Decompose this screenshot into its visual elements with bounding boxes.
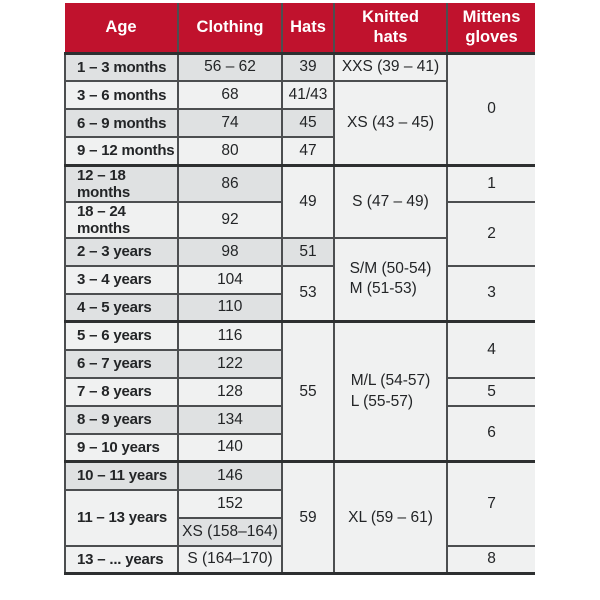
age-cell: 3 – 4 years bbox=[64, 264, 179, 295]
table-row: 3 – 6 months 68 41/43 XS (43 – 45) bbox=[64, 80, 535, 166]
table-row: 6 – 7 years 122 bbox=[64, 348, 535, 379]
header-row: Age Clothing Hats Knitted hats Mittens g… bbox=[65, 3, 535, 55]
table-row: 2 – 3 years 98 51 S/M (50-54) M (51-53) bbox=[64, 236, 535, 323]
clothing-cell: 92 bbox=[177, 200, 283, 239]
header-label: Hats bbox=[290, 18, 326, 37]
clothing-cell: 146 bbox=[177, 460, 283, 491]
hats-cell: 39 bbox=[281, 52, 335, 82]
mittens-gloves-cell: 2 bbox=[446, 200, 535, 267]
table-row: 18 – 24 months 92 2 bbox=[64, 200, 535, 267]
table-row: 9 – 10 years 140 bbox=[64, 432, 535, 463]
table-row: 13 – ... years S (164–170) 8 bbox=[64, 544, 535, 575]
knitted-size-stack: M/L (54-57) L (55-57) bbox=[351, 371, 431, 411]
mittens-gloves-cell: 5 bbox=[446, 376, 535, 407]
table-row: 4 – 5 years 110 bbox=[64, 292, 535, 323]
age-cell: 5 – 6 years bbox=[64, 320, 179, 351]
mittens-gloves-cell: 8 bbox=[446, 544, 535, 575]
header-clothing: Clothing bbox=[177, 3, 283, 55]
table-row: 11 – 13 years 152 bbox=[64, 488, 535, 547]
clothing-cell: 80 bbox=[177, 136, 283, 166]
knitted-size-line: L (55-57) bbox=[350, 392, 414, 410]
header-hats: Hats bbox=[281, 3, 335, 55]
age-cell: 8 – 9 years bbox=[64, 404, 179, 435]
clothing-cell: S (164–170) bbox=[177, 544, 283, 575]
hats-cell: 49 bbox=[281, 163, 335, 239]
clothing-cell: 122 bbox=[177, 348, 283, 379]
header-age: Age bbox=[65, 3, 179, 55]
header-mittens-gloves: Mittens gloves bbox=[446, 3, 535, 55]
table-row: XS (158–164) bbox=[65, 516, 535, 547]
age-cell: 7 – 8 years bbox=[64, 376, 179, 407]
knitted-size-line: S/M (50-54) bbox=[349, 260, 432, 278]
clothing-cell: 86 bbox=[177, 163, 283, 203]
clothing-cell: 56 – 62 bbox=[177, 52, 283, 82]
size-chart-table: Age Clothing Hats Knitted hats Mittens g… bbox=[64, 3, 535, 575]
knitted-hats-cell: XXS (39 – 41) bbox=[333, 52, 448, 82]
age-cell: 4 – 5 years bbox=[64, 292, 179, 323]
clothing-cell: XS (158–164) bbox=[177, 516, 283, 547]
knitted-hats-cell: S/M (50-54) M (51-53) bbox=[333, 236, 448, 323]
hats-cell: 45 bbox=[281, 108, 335, 138]
age-cell: 2 – 3 years bbox=[64, 236, 179, 267]
table-row: 5 – 6 years 116 55 M/L (54-57) L (55-57)… bbox=[64, 320, 535, 463]
clothing-cell: 152 bbox=[177, 488, 283, 519]
knitted-hats-cell: S (47 – 49) bbox=[333, 163, 448, 239]
table-row: 9 – 12 months 80 47 bbox=[64, 136, 535, 166]
knitted-hats-cell: XS (43 – 45) bbox=[333, 80, 448, 166]
age-cell: 6 – 7 years bbox=[64, 348, 179, 379]
header-label: Age bbox=[105, 18, 137, 37]
clothing-cell: 140 bbox=[177, 432, 283, 463]
hats-cell: 59 bbox=[281, 460, 335, 575]
mittens-gloves-cell: 4 bbox=[446, 320, 535, 379]
age-cell: 1 – 3 months bbox=[64, 52, 179, 82]
clothing-cell: 98 bbox=[177, 236, 283, 267]
hats-cell: 47 bbox=[281, 136, 335, 166]
knitted-hats-cell: M/L (54-57) L (55-57) bbox=[333, 320, 448, 463]
age-cell: 9 – 10 years bbox=[64, 432, 179, 463]
hats-cell: 53 bbox=[281, 264, 335, 323]
header-label: Clothing bbox=[196, 18, 264, 37]
table-row: 10 – 11 years 146 59 XL (59 – 61) 7 bbox=[64, 460, 535, 575]
table-row: 3 – 4 years 104 53 3 bbox=[64, 264, 535, 323]
age-cell: 13 – ... years bbox=[64, 544, 179, 575]
clothing-cell: 68 bbox=[177, 80, 283, 110]
header-label: Mittens gloves bbox=[462, 8, 521, 47]
knitted-size-line: M (51-53) bbox=[349, 280, 417, 298]
age-cell: 18 – 24 months bbox=[64, 200, 179, 239]
mittens-gloves-cell: 6 bbox=[446, 404, 535, 463]
hats-cell: 51 bbox=[281, 236, 335, 267]
mittens-gloves-cell: 1 bbox=[446, 163, 535, 203]
header-label: Knitted hats bbox=[362, 8, 419, 47]
table-row: 1 – 3 months 56 – 62 39 XXS (39 – 41) 0 bbox=[64, 52, 535, 166]
table-row: 7 – 8 years 128 5 bbox=[64, 376, 535, 407]
table-row: 6 – 9 months 74 45 bbox=[64, 108, 535, 138]
hats-cell: 55 bbox=[281, 320, 335, 463]
age-cell: 6 – 9 months bbox=[64, 108, 179, 138]
clothing-cell: 134 bbox=[177, 404, 283, 435]
mittens-gloves-cell: 7 bbox=[446, 460, 535, 547]
age-cell: 12 – 18 months bbox=[64, 163, 179, 203]
age-cell: 11 – 13 years bbox=[64, 488, 179, 547]
clothing-cell: 110 bbox=[177, 292, 283, 323]
age-cell: 3 – 6 months bbox=[64, 80, 179, 110]
clothing-cell: 74 bbox=[177, 108, 283, 138]
mittens-gloves-cell: 0 bbox=[446, 52, 535, 166]
clothing-cell: 116 bbox=[177, 320, 283, 351]
knitted-size-line: M/L (54-57) bbox=[350, 372, 431, 390]
knitted-size-stack: S/M (50-54) M (51-53) bbox=[350, 259, 432, 299]
header-knitted-hats: Knitted hats bbox=[333, 3, 448, 55]
age-cell: 10 – 11 years bbox=[64, 460, 179, 491]
table-row: 12 – 18 months 86 49 S (47 – 49) 1 bbox=[64, 163, 535, 239]
hats-cell: 41/43 bbox=[281, 80, 335, 110]
clothing-cell: 128 bbox=[177, 376, 283, 407]
knitted-hats-cell: XL (59 – 61) bbox=[333, 460, 448, 575]
clothing-cell: 104 bbox=[177, 264, 283, 295]
mittens-gloves-cell: 3 bbox=[446, 264, 535, 323]
age-cell: 9 – 12 months bbox=[64, 136, 179, 166]
table-row: 8 – 9 years 134 6 bbox=[64, 404, 535, 463]
